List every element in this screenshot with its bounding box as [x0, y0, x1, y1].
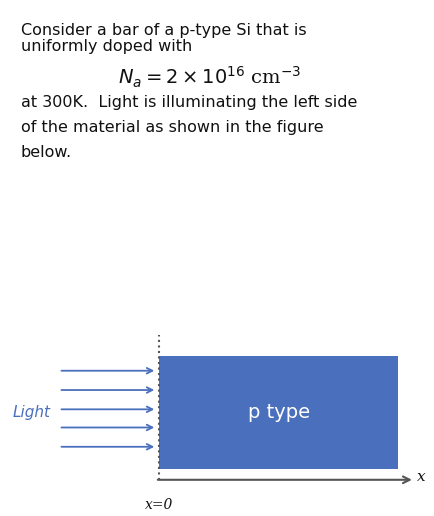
Text: Consider a bar of a p-type Si that is: Consider a bar of a p-type Si that is: [21, 23, 306, 38]
Text: below.: below.: [21, 145, 72, 160]
Text: x=0: x=0: [145, 498, 173, 512]
Text: uniformly doped with: uniformly doped with: [21, 39, 192, 54]
Text: at 300K.  Light is illuminating the left side: at 300K. Light is illuminating the left …: [21, 95, 356, 110]
FancyBboxPatch shape: [159, 356, 397, 470]
Text: x: x: [416, 470, 424, 484]
Text: p type: p type: [247, 403, 309, 422]
Text: $N_a = 2 \times 10^{16}$ cm$^{-3}$: $N_a = 2 \times 10^{16}$ cm$^{-3}$: [118, 64, 300, 90]
Text: Light: Light: [13, 405, 50, 420]
Text: of the material as shown in the figure: of the material as shown in the figure: [21, 120, 323, 135]
